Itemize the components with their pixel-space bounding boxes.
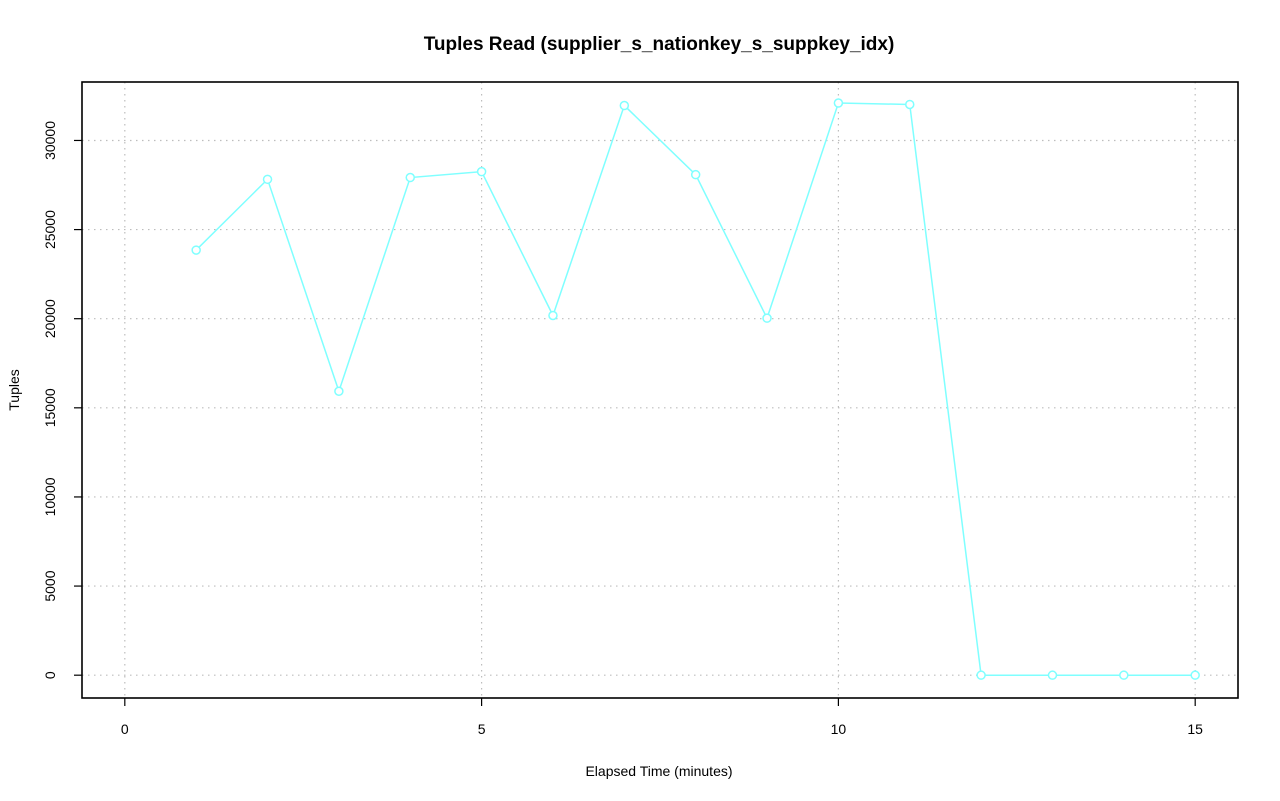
- y-tick-label: 25000: [42, 210, 58, 249]
- y-axis: 0 5000 10000 15000 20000 25000 30000: [42, 121, 82, 679]
- data-point: [405, 172, 415, 183]
- data-point: [334, 386, 344, 396]
- data-point: [262, 174, 273, 185]
- y-tick-label: 10000: [42, 477, 58, 516]
- data-point: [191, 245, 201, 255]
- series-line: [195, 102, 1196, 676]
- data-point: [905, 99, 915, 110]
- data-point: [762, 313, 772, 323]
- data-point: [548, 310, 558, 321]
- y-axis-label: Tuples: [6, 369, 22, 411]
- data-point: [619, 100, 630, 111]
- x-axis-label: Elapsed Time (minutes): [585, 763, 732, 779]
- y-tick-label: 20000: [42, 299, 58, 338]
- y-tick-label: 15000: [42, 388, 58, 427]
- data-point: [1047, 670, 1058, 680]
- x-tick-label: 0: [121, 721, 129, 737]
- series: [191, 98, 1200, 680]
- data-point: [1119, 670, 1129, 680]
- grid-lines: [82, 82, 1238, 698]
- x-tick-label: 5: [478, 721, 486, 737]
- data-point: [976, 670, 986, 680]
- data-point: [833, 98, 844, 108]
- y-tick-label: 5000: [42, 570, 58, 601]
- y-tick-label: 30000: [42, 121, 58, 160]
- x-tick-label: 15: [1187, 721, 1203, 737]
- data-point: [476, 166, 487, 177]
- data-point: [690, 169, 701, 180]
- x-tick-label: 10: [831, 721, 847, 737]
- plot-frame: [81, 81, 1239, 699]
- chart-title: Tuples Read (supplier_s_nationkey_s_supp…: [424, 34, 895, 55]
- y-tick-label: 0: [42, 671, 58, 679]
- data-point: [1190, 670, 1200, 680]
- x-axis: 0 5 10 15: [121, 698, 1203, 737]
